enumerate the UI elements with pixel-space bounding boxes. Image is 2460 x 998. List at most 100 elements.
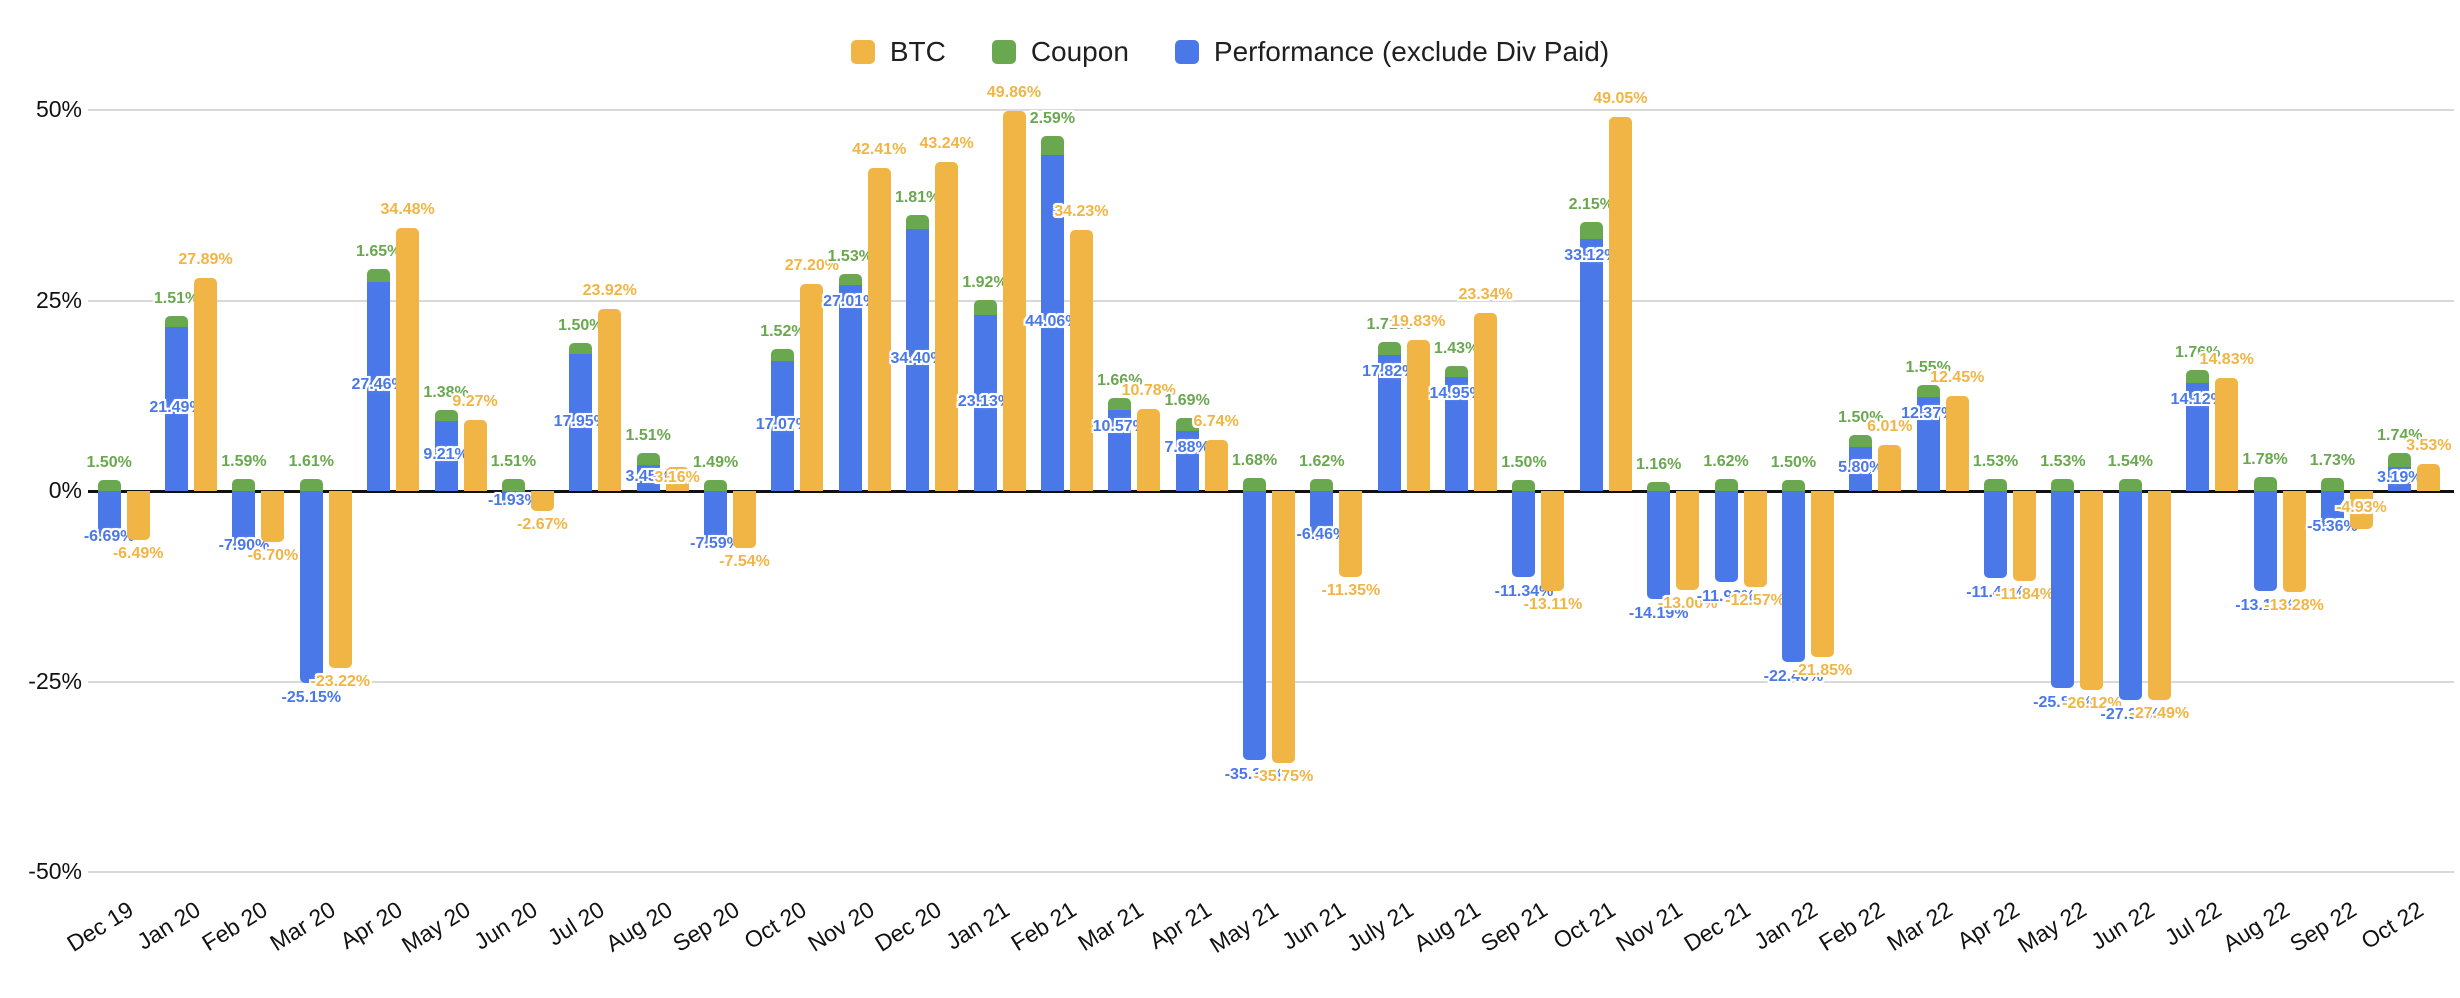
bar-performance	[501, 491, 525, 506]
data-label: -6.49%	[112, 545, 164, 563]
bar-performance	[2051, 491, 2075, 688]
data-label: 27.46%	[351, 376, 406, 394]
bar-coupon	[906, 215, 930, 229]
bar-btc	[1339, 491, 1363, 578]
bar-btc	[1272, 491, 1295, 764]
bar-performance	[2253, 491, 2277, 592]
bar-coupon	[1714, 478, 1738, 491]
bar-btc	[1002, 111, 1026, 491]
data-label: -25.15%	[281, 688, 342, 706]
data-label: -26.12%	[2062, 695, 2122, 713]
bar-coupon	[1175, 418, 1199, 431]
gridline	[88, 680, 2454, 683]
bar-performance	[1243, 491, 1266, 761]
data-label: 23.34%	[1458, 286, 1513, 304]
data-label: 12.45%	[1930, 369, 1985, 387]
data-label: -7.59%	[690, 534, 741, 552]
data-label: -35.35%	[1224, 766, 1285, 784]
bar-performance	[2388, 466, 2412, 491]
bar-coupon	[299, 478, 323, 491]
y-tick-label: 50%	[35, 96, 82, 122]
bar-performance	[2320, 491, 2344, 532]
data-label: 3.45%	[625, 467, 671, 485]
data-label: 33.12%	[1564, 246, 1619, 264]
legend-swatch-icon	[850, 40, 875, 64]
bar-coupon	[434, 410, 458, 421]
bar-coupon	[2320, 477, 2344, 491]
bar-coupon	[1445, 366, 1469, 378]
bar-performance	[1040, 155, 1064, 491]
bar-btc	[665, 466, 689, 491]
bar-performance	[299, 491, 323, 683]
bar-btc	[1878, 445, 1902, 491]
legend-label: Performance (exclude Div Paid)	[1213, 36, 1610, 67]
data-label: 1.62%	[1703, 452, 1749, 470]
data-label: 6.74%	[1193, 412, 1239, 430]
bar-coupon	[1647, 482, 1671, 491]
bar-btc	[1137, 408, 1161, 491]
gridline	[88, 871, 2454, 873]
data-label: 1.62%	[1299, 452, 1345, 470]
data-label: -11.42%	[1966, 584, 2025, 602]
bar-performance	[1108, 410, 1132, 491]
chart-legend: BTC Coupon Performance (exclude Div Paid)	[0, 36, 2460, 68]
data-label: -13.28%	[2264, 597, 2324, 615]
data-label: -5.36%	[2307, 517, 2358, 535]
data-label: 2.15%	[1568, 196, 1615, 214]
data-label: -7.90%	[218, 537, 270, 555]
bar-btc	[463, 420, 487, 491]
data-label: 34.48%	[380, 201, 435, 219]
bar-btc	[1406, 339, 1430, 491]
bar-performance	[1781, 491, 1805, 662]
bar-performance	[1647, 491, 1671, 600]
bar-coupon	[2118, 479, 2142, 491]
data-label: 27.01%	[823, 293, 878, 311]
bar-performance	[1175, 430, 1199, 491]
data-label: 5.80%	[1838, 458, 1884, 476]
data-label: 1.73%	[2309, 451, 2356, 469]
bar-performance	[1377, 355, 1401, 491]
data-label: 17.07%	[755, 415, 811, 433]
data-label: -11.34%	[1494, 583, 1554, 601]
bar-btc	[126, 491, 150, 541]
bar-performance	[569, 354, 593, 491]
bar-btc	[530, 491, 554, 512]
data-label: 49.86%	[986, 84, 1042, 102]
bar-coupon	[1108, 397, 1132, 411]
gridline	[88, 299, 2454, 302]
data-label: 42.41%	[852, 140, 907, 158]
y-tick-label: -25%	[28, 667, 82, 694]
bar-coupon	[97, 479, 121, 491]
data-label: -6.46%	[1296, 526, 1348, 544]
bar-coupon	[367, 269, 391, 282]
data-label: 34.23%	[1054, 203, 1109, 221]
data-label: 34.40%	[890, 349, 945, 367]
bar-btc	[1069, 230, 1093, 491]
bar-btc	[598, 308, 622, 491]
data-label: 1.68%	[1231, 452, 1278, 470]
bar-performance	[1512, 491, 1536, 578]
monthly-performance-chart: BTC Coupon Performance (exclude Div Paid) …	[0, 36, 2460, 959]
legend-item-coupon: Coupon	[991, 36, 1129, 68]
bar-coupon	[1916, 384, 1940, 397]
data-label: -7.54%	[719, 553, 770, 571]
bar-btc	[194, 278, 218, 491]
data-label: 1.51%	[153, 289, 200, 307]
data-label: 14.83%	[2199, 350, 2254, 368]
data-label: 9.27%	[452, 393, 498, 411]
data-label: 27.20%	[784, 256, 840, 274]
bar-performance	[434, 420, 458, 491]
bar-performance	[973, 314, 997, 491]
bar-performance	[1849, 446, 1873, 491]
data-label: 1.61%	[288, 452, 334, 470]
bar-btc	[2080, 491, 2104, 691]
data-label: 1.50%	[558, 316, 604, 334]
data-label: 17.82%	[1362, 363, 1417, 381]
data-label: -23.22%	[310, 672, 371, 690]
gridline	[88, 109, 2454, 111]
data-label: 1.16%	[1636, 456, 1682, 474]
bar-performance	[165, 327, 189, 491]
data-label: -13.11%	[1523, 595, 1583, 613]
data-label: 1.65%	[355, 243, 402, 261]
bar-performance	[232, 491, 256, 552]
